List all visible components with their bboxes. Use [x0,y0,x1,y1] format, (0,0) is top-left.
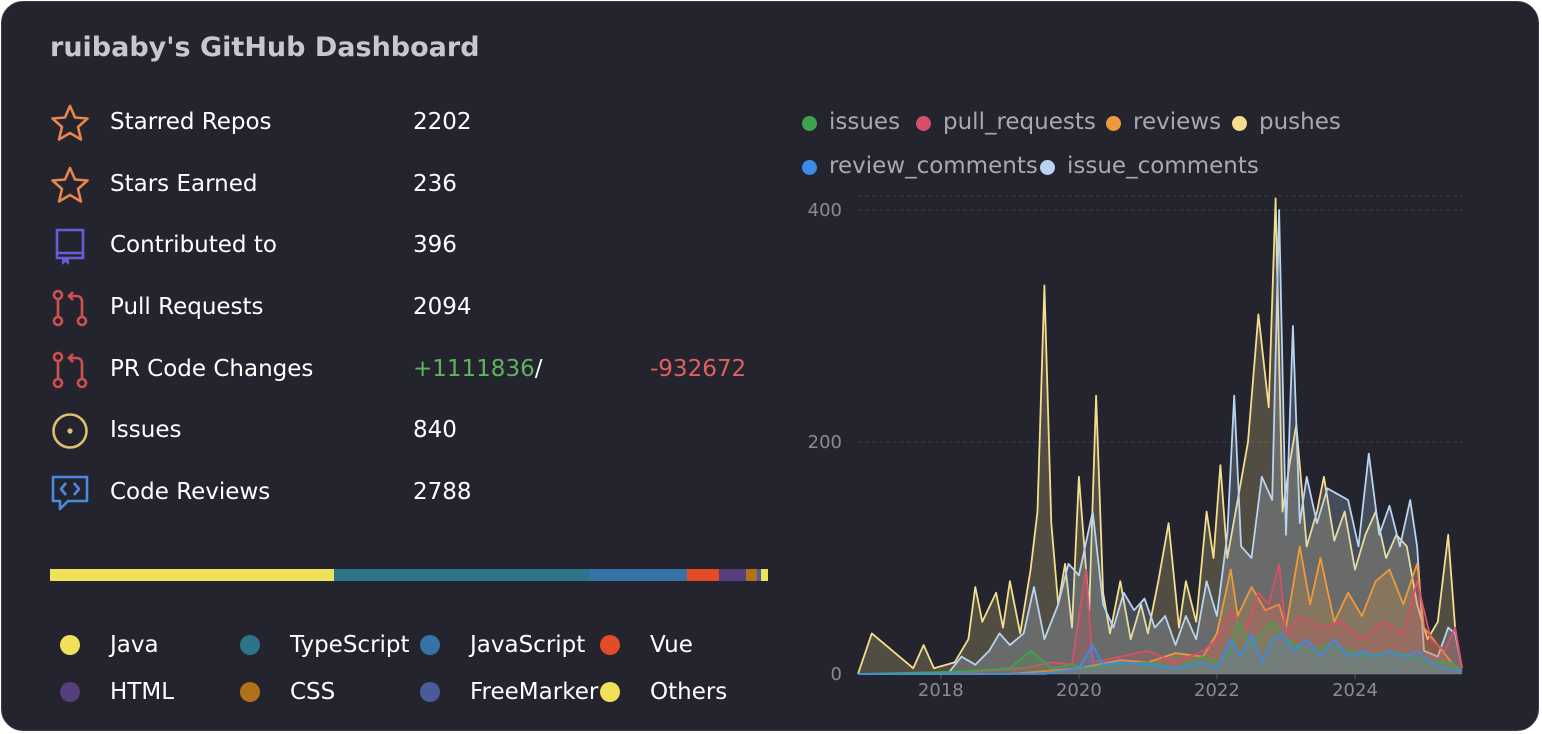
legend-dot [1232,116,1247,131]
separator: / [534,356,543,382]
chart-legend: issues pull_requests reviews pushes review_c… [802,102,1502,192]
stat-label: Contributed to [110,232,277,258]
series-line-reviews [858,545,1463,675]
language-name: Vue [650,632,693,658]
series-area-issues [858,621,1462,674]
stat-value: 236 [413,171,457,197]
series-line-issue-comments [858,209,1463,675]
language-name: JavaScript [470,632,586,658]
series-line-pull-requests [857,562,1463,675]
language-bar [50,569,768,581]
repo-icon [55,228,85,265]
language-name: Others [650,679,728,705]
stat-pr-code-changes: PR Code Changes +1111836/ -932672 [50,350,770,390]
y-tick-label: 0 [831,664,842,685]
legend-dot [916,116,931,131]
stat-value: 2202 [413,109,472,135]
series-line-review-comments [858,632,1463,675]
stat-label: Issues [110,417,182,443]
series-area-reviews [858,546,1462,674]
deletions-count: -932672 [650,356,747,382]
series-area-pull-requests [858,563,1462,674]
legend-label: review_comments [829,153,1038,179]
series-area-pushes [858,198,1462,674]
stat-value: 2094 [413,294,472,320]
series-area-review-comments [858,633,1462,674]
legend-label: reviews [1133,109,1222,135]
language-name: Java [110,632,159,658]
language-name: FreeMarker [470,679,599,705]
x-tick-label: 2018 [918,680,964,701]
code-review-icon [51,475,89,511]
language-dot [600,682,620,702]
x-tick-label: 2024 [1332,680,1378,701]
additions-count: +1111836 [413,356,535,382]
series-area-issue-comments [858,210,1462,674]
language-dot [420,682,440,702]
legend-label: issues [829,109,901,135]
stat-value: 2788 [413,479,472,505]
language-dot [420,635,440,655]
language-name: TypeScript [290,632,410,658]
stat-issues: Issues 840 [50,411,770,451]
stat-code-reviews: Code Reviews 2788 [50,473,770,513]
star-icon [51,166,89,203]
stat-label: Code Reviews [110,479,271,505]
dashboard-title: ruibaby's GitHub Dashboard [50,32,480,63]
language-dot [240,682,260,702]
legend-label: pushes [1259,109,1341,135]
stat-starred-repos: Starred Repos 2202 [50,103,770,143]
x-tick-label: 2022 [1194,680,1240,701]
y-tick-label: 400 [808,200,842,221]
language-bar-segment [334,569,590,581]
language-name: HTML [110,679,175,705]
pull-request-icon [52,351,88,389]
language-dot [60,635,80,655]
x-tick-label: 2020 [1056,680,1102,701]
stat-value: +1111836/ [413,356,542,382]
stat-value: 396 [413,232,457,258]
legend-dot [1040,160,1055,175]
legend-dot [802,160,817,175]
stat-contributed-to: Contributed to 396 [50,226,770,266]
legend-label: issue_comments [1067,153,1259,179]
language-bar-segment [760,569,768,581]
language-legend: Java TypeScript JavaScript Vue HTML CSS FreeMa… [50,622,770,722]
legend-dot [802,116,817,131]
language-bar-segment [719,569,747,581]
y-tick-label: 200 [808,432,842,453]
stat-label: Pull Requests [110,294,264,320]
legend-dot [1106,116,1121,131]
stat-pull-requests: Pull Requests 2094 [50,288,770,328]
activity-chart: 0 200 400 2018 2020 2022 2024 [808,195,1463,701]
language-name: CSS [290,679,336,705]
stat-value: 840 [413,417,457,443]
language-dot [600,635,620,655]
series-line-pushes [857,197,1463,675]
stat-label: PR Code Changes [110,356,314,382]
language-bar-segment [686,569,720,581]
legend-label: pull_requests [943,109,1096,135]
issue-icon [52,413,88,449]
language-bar-segment [757,569,761,581]
language-dot [240,635,260,655]
language-dot [60,682,80,702]
stat-label: Starred Repos [110,109,272,135]
star-icon [51,104,89,141]
language-bar-segment [746,569,758,581]
language-bar-segment [589,569,687,581]
language-bar-segment [50,569,335,581]
pull-request-icon [52,289,88,327]
stat-stars-earned: Stars Earned 236 [50,165,770,205]
stat-label: Stars Earned [110,171,258,197]
